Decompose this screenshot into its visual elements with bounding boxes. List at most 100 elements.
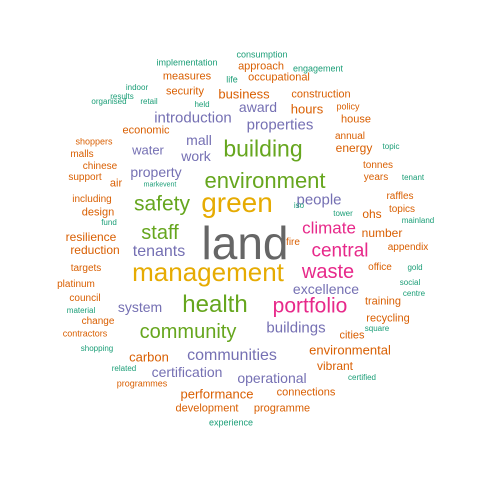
word-mall: mall — [186, 132, 212, 148]
word-award: award — [238, 99, 278, 115]
word-reduction: reduction — [70, 243, 120, 257]
word-safety: safety — [133, 192, 191, 216]
word-design: design — [81, 206, 115, 219]
word-fund: fund — [101, 218, 117, 227]
word-vibrant: vibrant — [316, 359, 354, 373]
word-indoor: indoor — [125, 83, 149, 92]
word-ohs: ohs — [362, 207, 382, 221]
word-environmental: environmental — [309, 342, 391, 358]
word-malls: malls — [70, 149, 94, 160]
word-operational: operational — [237, 370, 307, 386]
word-economic: economic — [122, 124, 170, 137]
word-performance: performance — [180, 386, 254, 402]
word-raffles: raffles — [386, 191, 414, 202]
word-tenant: tenant — [401, 173, 425, 182]
word-retail: retail — [140, 97, 158, 106]
word-square: square — [364, 324, 390, 333]
word-programmes: programmes — [116, 378, 168, 389]
word-fire: fire — [286, 237, 300, 248]
word-management: management — [132, 257, 284, 287]
word-tonnes: tonnes — [362, 160, 394, 171]
word-tenants: tenants — [132, 243, 186, 260]
word-topic: topic — [382, 142, 400, 151]
word-carbon: carbon — [129, 349, 169, 365]
word-targets: targets — [70, 263, 102, 274]
word-house: house — [341, 113, 371, 126]
word-organised: organised — [91, 97, 127, 106]
word-including: including — [72, 194, 112, 205]
word-system: system — [117, 299, 163, 315]
word-certified: certified — [347, 373, 377, 382]
word-water: water — [132, 142, 164, 158]
word-recycling: recycling — [366, 312, 410, 325]
word-occupational: occupational — [248, 71, 310, 84]
word-related: related — [111, 364, 137, 373]
word-material: material — [66, 306, 96, 315]
word-policy: policy — [336, 101, 360, 112]
word-construction: construction — [291, 88, 351, 101]
word-engagement: engagement — [292, 63, 344, 74]
word-people: people — [296, 191, 342, 209]
word-contractors: contractors — [62, 328, 108, 339]
word-shoppers: shoppers — [75, 136, 113, 147]
word-building: building — [223, 135, 303, 162]
word-iso: iso — [293, 201, 305, 210]
word-office: office — [368, 262, 392, 273]
word-hours: hours — [290, 101, 324, 117]
word-mainland: mainland — [401, 216, 435, 225]
word-support: support — [68, 172, 102, 183]
word-tower: tower — [333, 209, 353, 218]
word-waste: waste — [301, 261, 355, 283]
word-buildings: buildings — [266, 319, 326, 337]
word-work: work — [181, 148, 211, 164]
word-environment: environment — [204, 168, 326, 193]
word-consumption: consumption — [236, 49, 288, 60]
word-introduction: introduction — [154, 109, 232, 127]
word-business: business — [218, 86, 270, 102]
word-annual: annual — [334, 131, 366, 142]
word-central: central — [311, 240, 369, 262]
word-implementation: implementation — [156, 57, 218, 68]
word-centre: centre — [402, 289, 426, 298]
word-chinese: chinese — [82, 161, 118, 172]
word-markevent: markevent — [143, 181, 177, 189]
word-experience: experience — [208, 417, 254, 428]
word-topics: topics — [388, 204, 416, 215]
word-approach: approach — [238, 60, 284, 73]
word-portfolio: portfolio — [272, 294, 348, 318]
word-land: land — [201, 217, 289, 269]
word-appendix: appendix — [387, 242, 429, 253]
word-energy: energy — [335, 141, 373, 155]
word-development: development — [175, 402, 239, 415]
word-certification: certification — [151, 364, 223, 380]
word-programme: programme — [253, 402, 311, 415]
word-held: held — [194, 100, 210, 109]
word-cities: cities — [339, 329, 365, 342]
word-training: training — [364, 295, 402, 308]
word-staff: staff — [141, 222, 179, 244]
word-climate: climate — [302, 218, 356, 238]
word-air: air — [109, 177, 123, 190]
word-security: security — [166, 85, 204, 98]
word-years: years — [363, 172, 389, 183]
word-social: social — [399, 278, 421, 287]
word-connections: connections — [276, 386, 336, 399]
word-community: community — [139, 321, 237, 343]
word-council: council — [69, 293, 101, 304]
word-health: health — [182, 291, 248, 318]
word-green: green — [201, 187, 273, 218]
word-results: results — [110, 92, 134, 101]
word-properties: properties — [246, 116, 314, 134]
word-resilience: resilience — [65, 230, 117, 244]
word-gold: gold — [407, 263, 423, 272]
word-change: change — [81, 316, 115, 327]
word-communities: communities — [187, 347, 277, 364]
word-shopping: shopping — [80, 344, 114, 353]
word-excellence: excellence — [292, 281, 360, 297]
word-property: property — [130, 164, 182, 180]
word-platinum: platinum — [57, 279, 95, 290]
word-measures: measures — [162, 70, 212, 83]
word-life: life — [226, 74, 238, 85]
word-number: number — [361, 226, 403, 240]
